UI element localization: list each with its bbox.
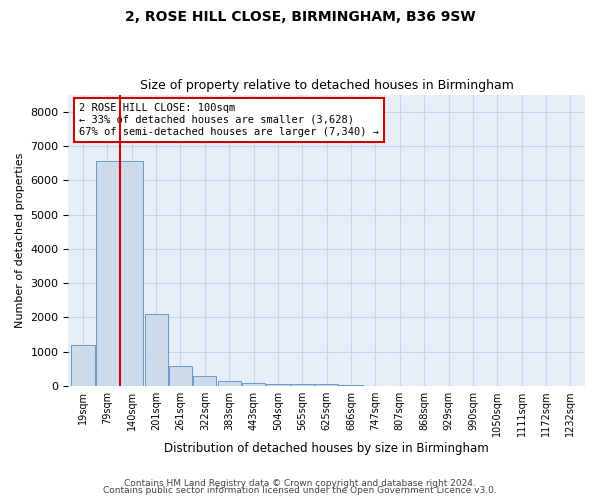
X-axis label: Distribution of detached houses by size in Birmingham: Distribution of detached houses by size … [164, 442, 489, 455]
Text: Contains HM Land Registry data © Crown copyright and database right 2024.: Contains HM Land Registry data © Crown c… [124, 478, 476, 488]
Text: 2 ROSE HILL CLOSE: 100sqm
← 33% of detached houses are smaller (3,628)
67% of se: 2 ROSE HILL CLOSE: 100sqm ← 33% of detac… [79, 104, 379, 136]
Bar [340, 385, 362, 386]
Y-axis label: Number of detached properties: Number of detached properties [15, 152, 25, 328]
Bar [218, 381, 241, 386]
Bar [291, 384, 314, 386]
Bar [120, 162, 143, 386]
Bar [266, 384, 290, 386]
Bar [193, 376, 217, 386]
Bar [242, 382, 265, 386]
Bar [169, 366, 192, 386]
Bar [145, 314, 168, 386]
Bar [96, 162, 119, 386]
Text: Contains public sector information licensed under the Open Government Licence v3: Contains public sector information licen… [103, 486, 497, 495]
Bar [71, 345, 95, 386]
Text: 2, ROSE HILL CLOSE, BIRMINGHAM, B36 9SW: 2, ROSE HILL CLOSE, BIRMINGHAM, B36 9SW [125, 10, 475, 24]
Title: Size of property relative to detached houses in Birmingham: Size of property relative to detached ho… [140, 79, 514, 92]
Bar [315, 384, 338, 386]
